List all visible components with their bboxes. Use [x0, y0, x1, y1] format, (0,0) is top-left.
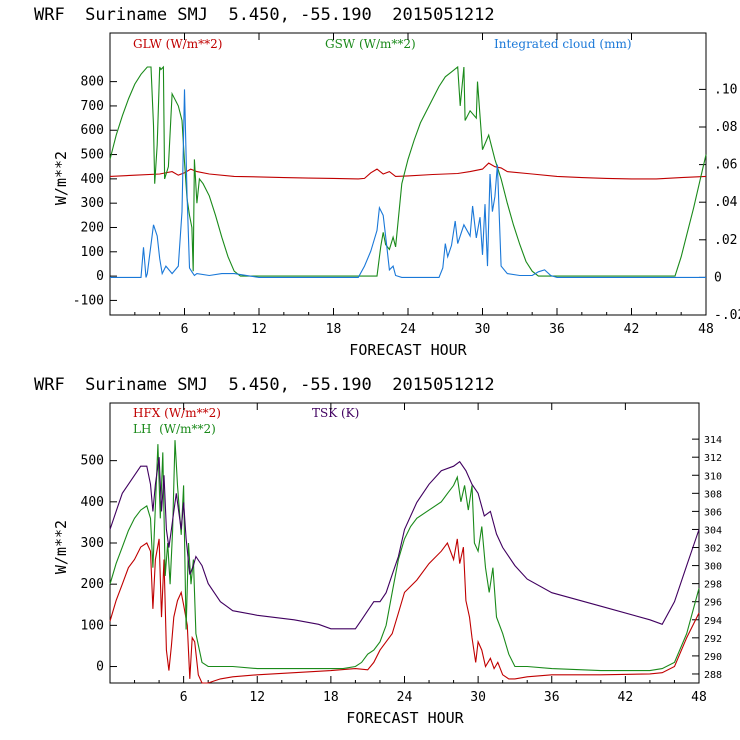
- bottom-y-axis-label: W/m**2: [52, 520, 70, 574]
- top-y-tick-label: 300: [81, 196, 104, 211]
- bottom-x-tick-label: 42: [618, 690, 634, 705]
- top-y-tick-label: 700: [81, 99, 104, 114]
- bottom-y2-tick-label: 298: [704, 580, 722, 591]
- bottom-y2-tick-label: 314: [704, 435, 722, 446]
- bottom-y2-tick-label: 300: [704, 562, 722, 573]
- bottom-y-tick-label: 200: [81, 577, 104, 592]
- top-chart-title: WRF Suriname SMJ 5.450, -55.190 20150512…: [34, 5, 495, 25]
- top-plot-frame: [109, 32, 707, 316]
- bottom-y2-tick-label: 294: [704, 616, 722, 627]
- bottom-y2-tick-label: 292: [704, 634, 722, 645]
- top-y-axis-label: W/m**2: [52, 151, 70, 205]
- top-legend-gsw: GSW (W/m**2): [325, 37, 416, 51]
- bottom-y-tick-label: 500: [81, 454, 104, 469]
- bottom-x-tick-label: 24: [397, 690, 413, 705]
- bottom-y2-tick-label: 290: [704, 652, 722, 663]
- top-y-tick-label: 100: [81, 245, 104, 260]
- bottom-y2-tick-label: 308: [704, 489, 722, 500]
- top-y-tick-label: 400: [81, 172, 104, 187]
- top-x-tick-label: 36: [549, 322, 565, 337]
- bottom-y2-tick-label: 304: [704, 525, 722, 536]
- bottom-series-line-1: [109, 538, 700, 684]
- bottom-y2-tick-label: 306: [704, 507, 722, 518]
- bottom-y2-tick-label: 302: [704, 544, 722, 555]
- bottom-series-line-3: [109, 457, 700, 630]
- top-x-tick-label: 6: [181, 322, 189, 337]
- bottom-y-tick-label: 400: [81, 495, 104, 510]
- bottom-y2-tick-label: 288: [704, 670, 722, 681]
- bottom-chart-title: WRF Suriname SMJ 5.450, -55.190 20150512…: [34, 375, 495, 395]
- top-legend-cloud: Integrated cloud (mm): [494, 37, 632, 51]
- top-y-tick-label: 200: [81, 220, 104, 235]
- bottom-legend-tsk: TSK (K): [312, 406, 359, 420]
- top-y2-tick-label: .06: [714, 158, 737, 173]
- top-x-tick-label: 48: [698, 322, 714, 337]
- top-x-axis-label: FORECAST HOUR: [349, 341, 467, 359]
- bottom-y2-tick-label: 310: [704, 471, 722, 482]
- bottom-y-tick-label: 0: [96, 660, 104, 675]
- bottom-legend-hfx: HFX (W/m**2): [133, 406, 221, 420]
- top-x-tick-label: 30: [475, 322, 491, 337]
- top-y2-tick-label: .08: [714, 120, 737, 135]
- bottom-x-tick-label: 12: [249, 690, 265, 705]
- bottom-plot-frame: [109, 402, 700, 684]
- bottom-y-tick-label: 100: [81, 618, 104, 633]
- bottom-x-tick-label: 6: [180, 690, 188, 705]
- top-y2-tick-label: .10: [714, 82, 737, 97]
- bottom-x-tick-label: 18: [323, 690, 339, 705]
- top-x-tick-label: 42: [624, 322, 640, 337]
- bottom-x-tick-label: 30: [470, 690, 486, 705]
- top-x-tick-label: 12: [251, 322, 267, 337]
- top-series-line-3: [110, 89, 706, 278]
- top-y-tick-label: 600: [81, 123, 104, 138]
- top-y2-tick-label: 0: [714, 270, 722, 285]
- top-y-tick-label: 800: [81, 75, 104, 90]
- bottom-series-line-2: [109, 440, 700, 672]
- top-legend-glw: GLW (W/m**2): [133, 37, 222, 51]
- top-y2-tick-label: .02: [714, 233, 737, 248]
- bottom-x-tick-label: 48: [691, 690, 707, 705]
- top-y2-tick-label: -.02: [714, 308, 740, 323]
- top-y2-tick-label: .04: [714, 195, 738, 210]
- bottom-x-tick-label: 36: [544, 690, 560, 705]
- top-y-tick-label: 500: [81, 148, 104, 163]
- bottom-y2-tick-label: 312: [704, 453, 722, 464]
- bottom-legend-lh: LH (W/m**2): [133, 422, 216, 436]
- bottom-y-tick-label: 300: [81, 536, 104, 551]
- top-series-line-1: [109, 162, 707, 180]
- top-y-tick-label: -100: [73, 293, 104, 308]
- top-series-line-2: [109, 65, 707, 277]
- bottom-x-axis-label: FORECAST HOUR: [346, 709, 464, 727]
- top-x-tick-label: 24: [400, 322, 416, 337]
- top-x-tick-label: 18: [326, 322, 342, 337]
- bottom-y2-tick-label: 296: [704, 598, 722, 609]
- top-y-tick-label: 0: [96, 269, 104, 284]
